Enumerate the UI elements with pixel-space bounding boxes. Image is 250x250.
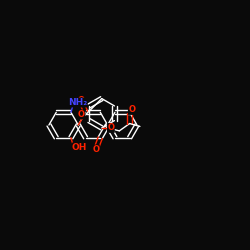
Text: O: O [128,106,135,114]
Text: O: O [78,110,85,119]
Text: O: O [92,145,99,154]
Text: O: O [78,96,85,105]
Text: NH₂: NH₂ [68,98,87,107]
Text: OH: OH [72,143,87,152]
Text: O: O [107,124,114,132]
